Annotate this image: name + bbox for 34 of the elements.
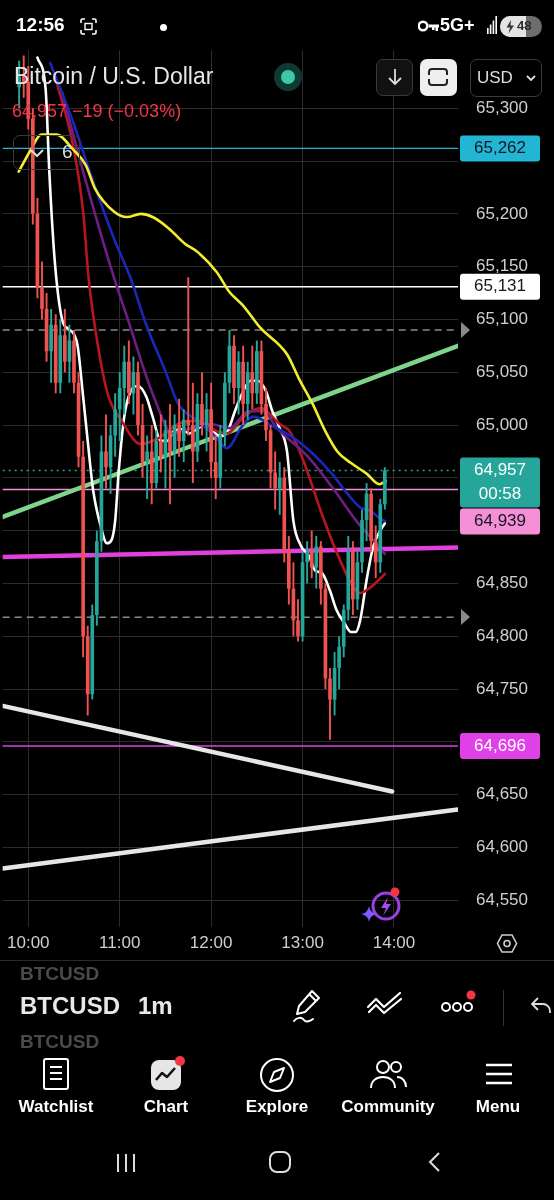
y-tick-label: 64,600: [476, 837, 528, 857]
y-tick-label: 64,650: [476, 784, 528, 804]
ref-line-label: 65,131: [474, 276, 526, 296]
x-tick-label: 14:00: [372, 933, 416, 953]
ref-line-label: 64,696: [474, 735, 526, 755]
x-tick-label: 12:00: [189, 933, 233, 953]
text: Menu: [475, 1097, 521, 1117]
text: Chart: [143, 1097, 189, 1117]
y-tick-label: 64,750: [476, 678, 528, 698]
ref-line-label: 65,262: [474, 138, 526, 158]
text: 1m: [138, 992, 173, 1020]
ref-line-label: 64,957 00:58: [474, 460, 526, 504]
text: USD: [477, 68, 513, 88]
text: 5G+: [440, 15, 475, 36]
y-tick-label: 64,800: [476, 625, 528, 645]
text: Community: [341, 1097, 435, 1117]
y-tick-label: 65,150: [476, 256, 528, 276]
ref-line-label: 64,939: [474, 511, 526, 531]
text: Explore: [245, 1097, 309, 1117]
y-tick-label: 65,200: [476, 203, 528, 223]
y-tick-label: 65,300: [476, 97, 528, 117]
y-tick-label: 65,100: [476, 309, 528, 329]
text: BTCUSD: [20, 992, 120, 1020]
x-tick-label: 11:00: [99, 933, 141, 953]
text: Watchlist: [18, 1097, 94, 1117]
y-tick-label: 64,850: [476, 573, 528, 593]
y-tick-label: 65,000: [476, 414, 528, 434]
text: 12:56: [16, 14, 65, 36]
x-tick-label: 10:00: [7, 933, 50, 953]
y-tick-label: 64,550: [476, 889, 528, 909]
text: BTCUSD: [20, 1031, 100, 1053]
x-tick-label: 13:00: [281, 933, 324, 953]
y-tick-label: 65,050: [476, 361, 528, 381]
text: BTCUSD: [20, 963, 100, 985]
